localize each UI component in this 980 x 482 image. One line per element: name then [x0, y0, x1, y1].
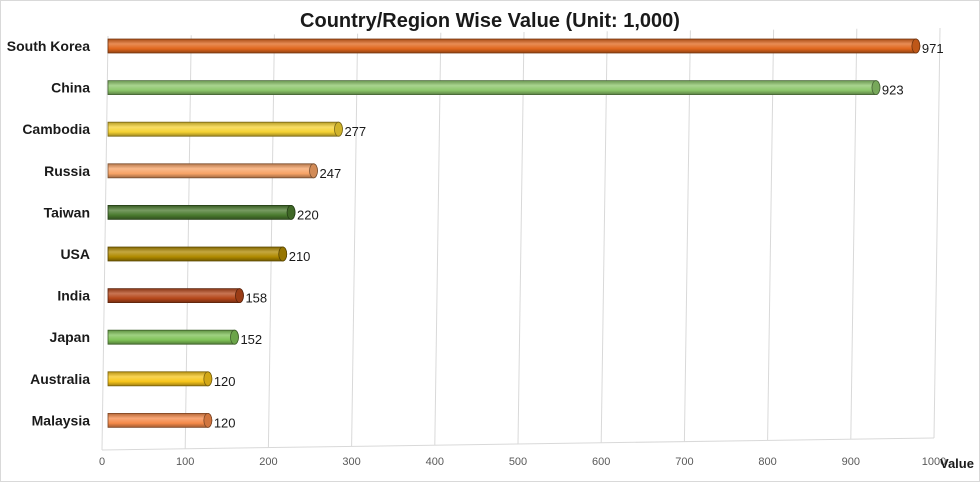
- bar-cap: [278, 246, 288, 262]
- x-tick-label: 0: [99, 456, 105, 468]
- gridline: [351, 33, 359, 447]
- x-axis-line: [101, 437, 935, 451]
- gridline: [850, 28, 858, 440]
- bar: [107, 205, 296, 220]
- bar: [107, 329, 239, 345]
- bar: [107, 413, 213, 428]
- bar-cap: [230, 329, 239, 345]
- bar: [107, 288, 244, 303]
- x-tick-label: 100: [176, 456, 194, 468]
- bar: [107, 163, 318, 179]
- category-label: China: [51, 80, 90, 96]
- gridline: [267, 34, 275, 448]
- gridline: [517, 31, 525, 445]
- category-label: Cambodia: [22, 121, 90, 137]
- bar-cap: [334, 121, 343, 137]
- data-label: 923: [882, 83, 904, 98]
- gridline: [434, 32, 442, 446]
- grid-lines: [101, 27, 941, 451]
- x-tick-label: 600: [592, 456, 610, 468]
- x-axis-label: Value: [940, 456, 974, 471]
- labels: 0 100 200 300 400 500 600 700 800 900 1000 South Ko…: [7, 38, 946, 468]
- bar-cap: [235, 288, 244, 304]
- category-label: South Korea: [7, 38, 90, 54]
- category-label: Russia: [44, 163, 90, 179]
- data-label: 971: [922, 41, 944, 56]
- data-label: 220: [297, 207, 319, 222]
- bar: [107, 371, 213, 387]
- data-label: 120: [214, 374, 236, 389]
- category-label: Australia: [30, 371, 90, 387]
- gridline: [184, 35, 192, 449]
- category-label: Taiwan: [44, 204, 90, 220]
- gridline: [683, 30, 691, 442]
- data-label: 158: [245, 291, 267, 306]
- x-tick-label: 200: [259, 456, 277, 468]
- data-label: 210: [289, 249, 311, 264]
- x-tick-label: 300: [342, 456, 360, 468]
- bar: [107, 80, 881, 95]
- x-tick-label: 500: [509, 456, 527, 468]
- bars: [107, 38, 921, 428]
- bar: [107, 246, 288, 262]
- category-label: India: [57, 288, 90, 304]
- bar-cap: [203, 371, 213, 387]
- bar-cap: [286, 204, 296, 220]
- x-tick-label: 700: [675, 456, 693, 468]
- bar-cap: [203, 412, 213, 428]
- gridline: [600, 31, 608, 443]
- x-tick-label: 900: [842, 456, 860, 468]
- x-tick-label: 800: [758, 456, 776, 468]
- data-label: 247: [320, 166, 342, 181]
- category-label: Japan: [50, 329, 90, 345]
- gridline: [767, 29, 775, 441]
- chart-title: Country/Region Wise Value (Unit: 1,000): [300, 10, 680, 32]
- bar-cap: [309, 163, 318, 179]
- bar: [107, 38, 921, 54]
- data-label: 152: [240, 332, 262, 347]
- x-tick-label: 400: [426, 456, 444, 468]
- category-label: USA: [60, 246, 90, 262]
- data-label: 277: [344, 124, 366, 139]
- bar-cap: [871, 80, 881, 95]
- bar: [107, 121, 343, 137]
- gridline: [933, 27, 941, 439]
- gridline: [101, 35, 109, 451]
- x-tick-label: 1000: [922, 456, 946, 468]
- bar-cap: [911, 38, 921, 54]
- category-label: Malaysia: [32, 412, 91, 428]
- data-label: 120: [214, 415, 236, 430]
